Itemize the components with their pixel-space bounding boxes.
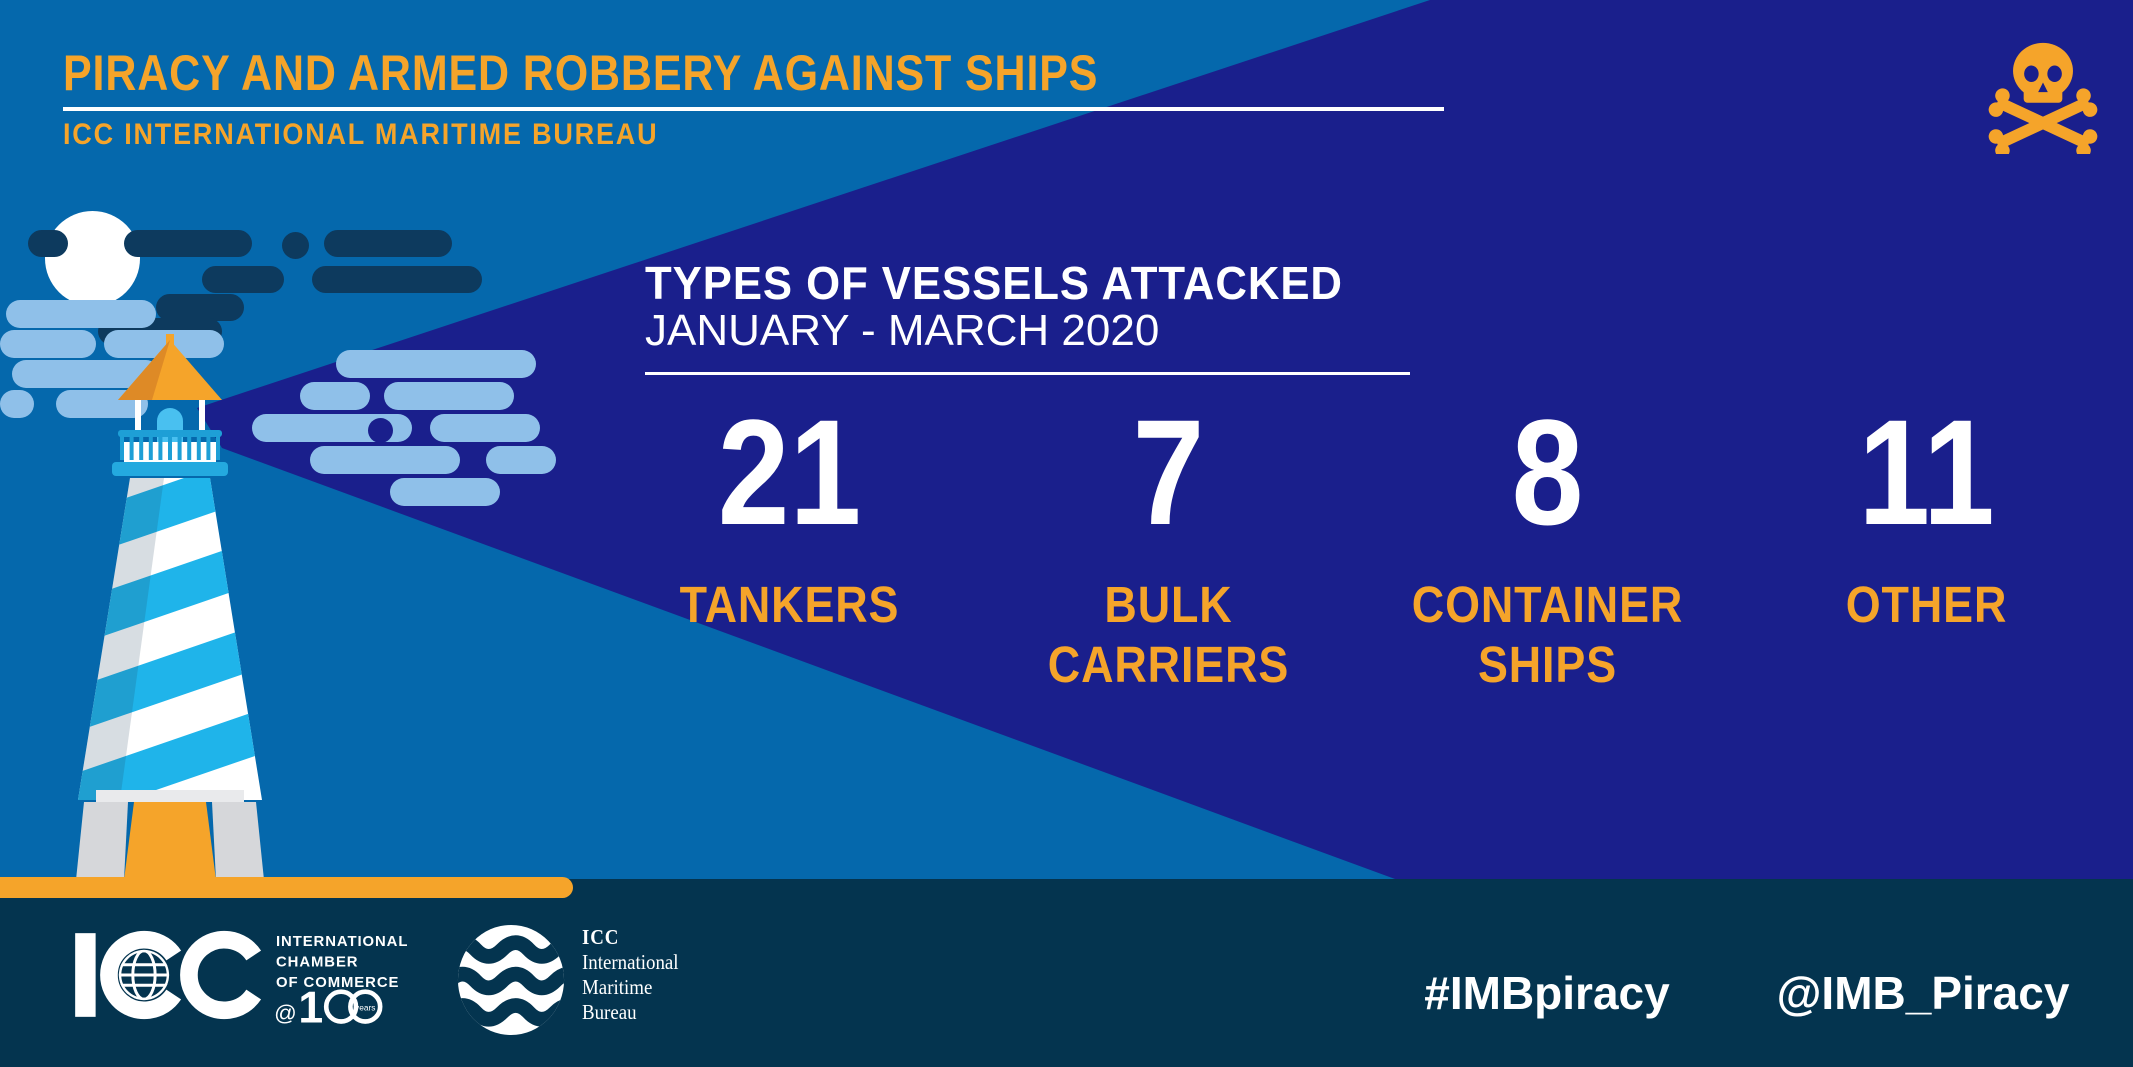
cloud-graphic: [0, 390, 34, 418]
stat-value: 21: [717, 388, 862, 556]
cloud-graphic: [156, 294, 244, 321]
cloud-graphic: [430, 414, 540, 442]
imb-logo-line: Bureau: [582, 1000, 637, 1024]
imb-logo-line: Maritime: [582, 975, 653, 999]
stat-value: 11: [1858, 388, 1995, 556]
footer-bar: [0, 879, 2133, 1067]
stat-value: 7: [1132, 388, 1205, 556]
page-title: PIRACY AND ARMED ROBBERY AGAINST SHIPS: [63, 45, 1099, 101]
svg-text:1: 1: [298, 983, 323, 1028]
svg-text:@: @: [274, 1001, 297, 1026]
skull-crossbones-icon: [1988, 42, 2098, 154]
panel-period: JANUARY - MARCH 2020: [645, 306, 1160, 355]
cloud-graphic: [486, 446, 556, 474]
stat-label: BULK CARRIERS: [1047, 576, 1290, 694]
cloud-graphic: [6, 300, 156, 328]
vessel-stats-row: 21 TANKERS 7 BULK CARRIERS 8 CONTAINER S…: [600, 397, 2116, 695]
cloud-graphic: [282, 232, 309, 259]
stat-bulk-carriers: 7 BULK CARRIERS: [979, 397, 1358, 695]
title-underline: [63, 107, 1444, 111]
moon-graphic: [45, 211, 140, 306]
icc-logo-line: CHAMBER: [276, 955, 358, 971]
cloud-graphic: [202, 266, 284, 293]
cloud-graphic: [28, 230, 68, 257]
icc-logo-line: OF COMMERCE: [276, 975, 399, 991]
svg-text:years: years: [355, 1002, 375, 1012]
lighthouse-illustration: [76, 334, 264, 880]
cloud-graphic: [312, 266, 482, 293]
icc-logo-line: INTERNATIONAL: [276, 934, 408, 950]
cloud-graphic: [124, 230, 252, 257]
icc-chamber-logo: INTERNATIONAL CHAMBER OF COMMERCE @ 1 ye…: [75, 930, 408, 1028]
imb-wave-logo: [457, 924, 565, 1036]
imb-logo-line: ICC: [582, 925, 620, 949]
cloud-graphic: [0, 330, 96, 358]
stat-tankers: 21 TANKERS: [600, 397, 979, 695]
stat-container-ships: 8 CONTAINER SHIPS: [1358, 397, 1737, 695]
hashtag-text: #IMBpiracy: [1424, 967, 1670, 1019]
panel-title: TYPES OF VESSELS ATTACKED: [645, 257, 1343, 309]
icc-100years-mark: @ 1 years: [274, 983, 383, 1028]
stat-label: TANKERS: [679, 576, 900, 633]
twitter-handle-text: @IMB_Piracy: [1776, 967, 2070, 1019]
cloud-graphic: [384, 382, 514, 410]
cloud-graphic: [324, 230, 452, 257]
panel-divider: [645, 372, 1410, 375]
orange-ground-bar: [0, 877, 573, 898]
imb-logo-text: ICC International Maritime Bureau: [582, 925, 679, 1025]
stat-other: 11 OTHER: [1737, 397, 2116, 695]
page-subtitle: ICC INTERNATIONAL MARITIME BUREAU: [63, 118, 659, 151]
cloud-hole-graphic: [368, 418, 393, 443]
cloud-graphic: [336, 350, 536, 378]
cloud-graphic: [390, 478, 500, 506]
stat-label: CONTAINER SHIPS: [1411, 576, 1684, 694]
stat-value: 8: [1511, 388, 1584, 556]
imb-logo-line: International: [582, 950, 679, 974]
stat-label: OTHER: [1845, 576, 2008, 633]
cloud-graphic: [310, 446, 460, 474]
cloud-graphic: [300, 382, 370, 410]
